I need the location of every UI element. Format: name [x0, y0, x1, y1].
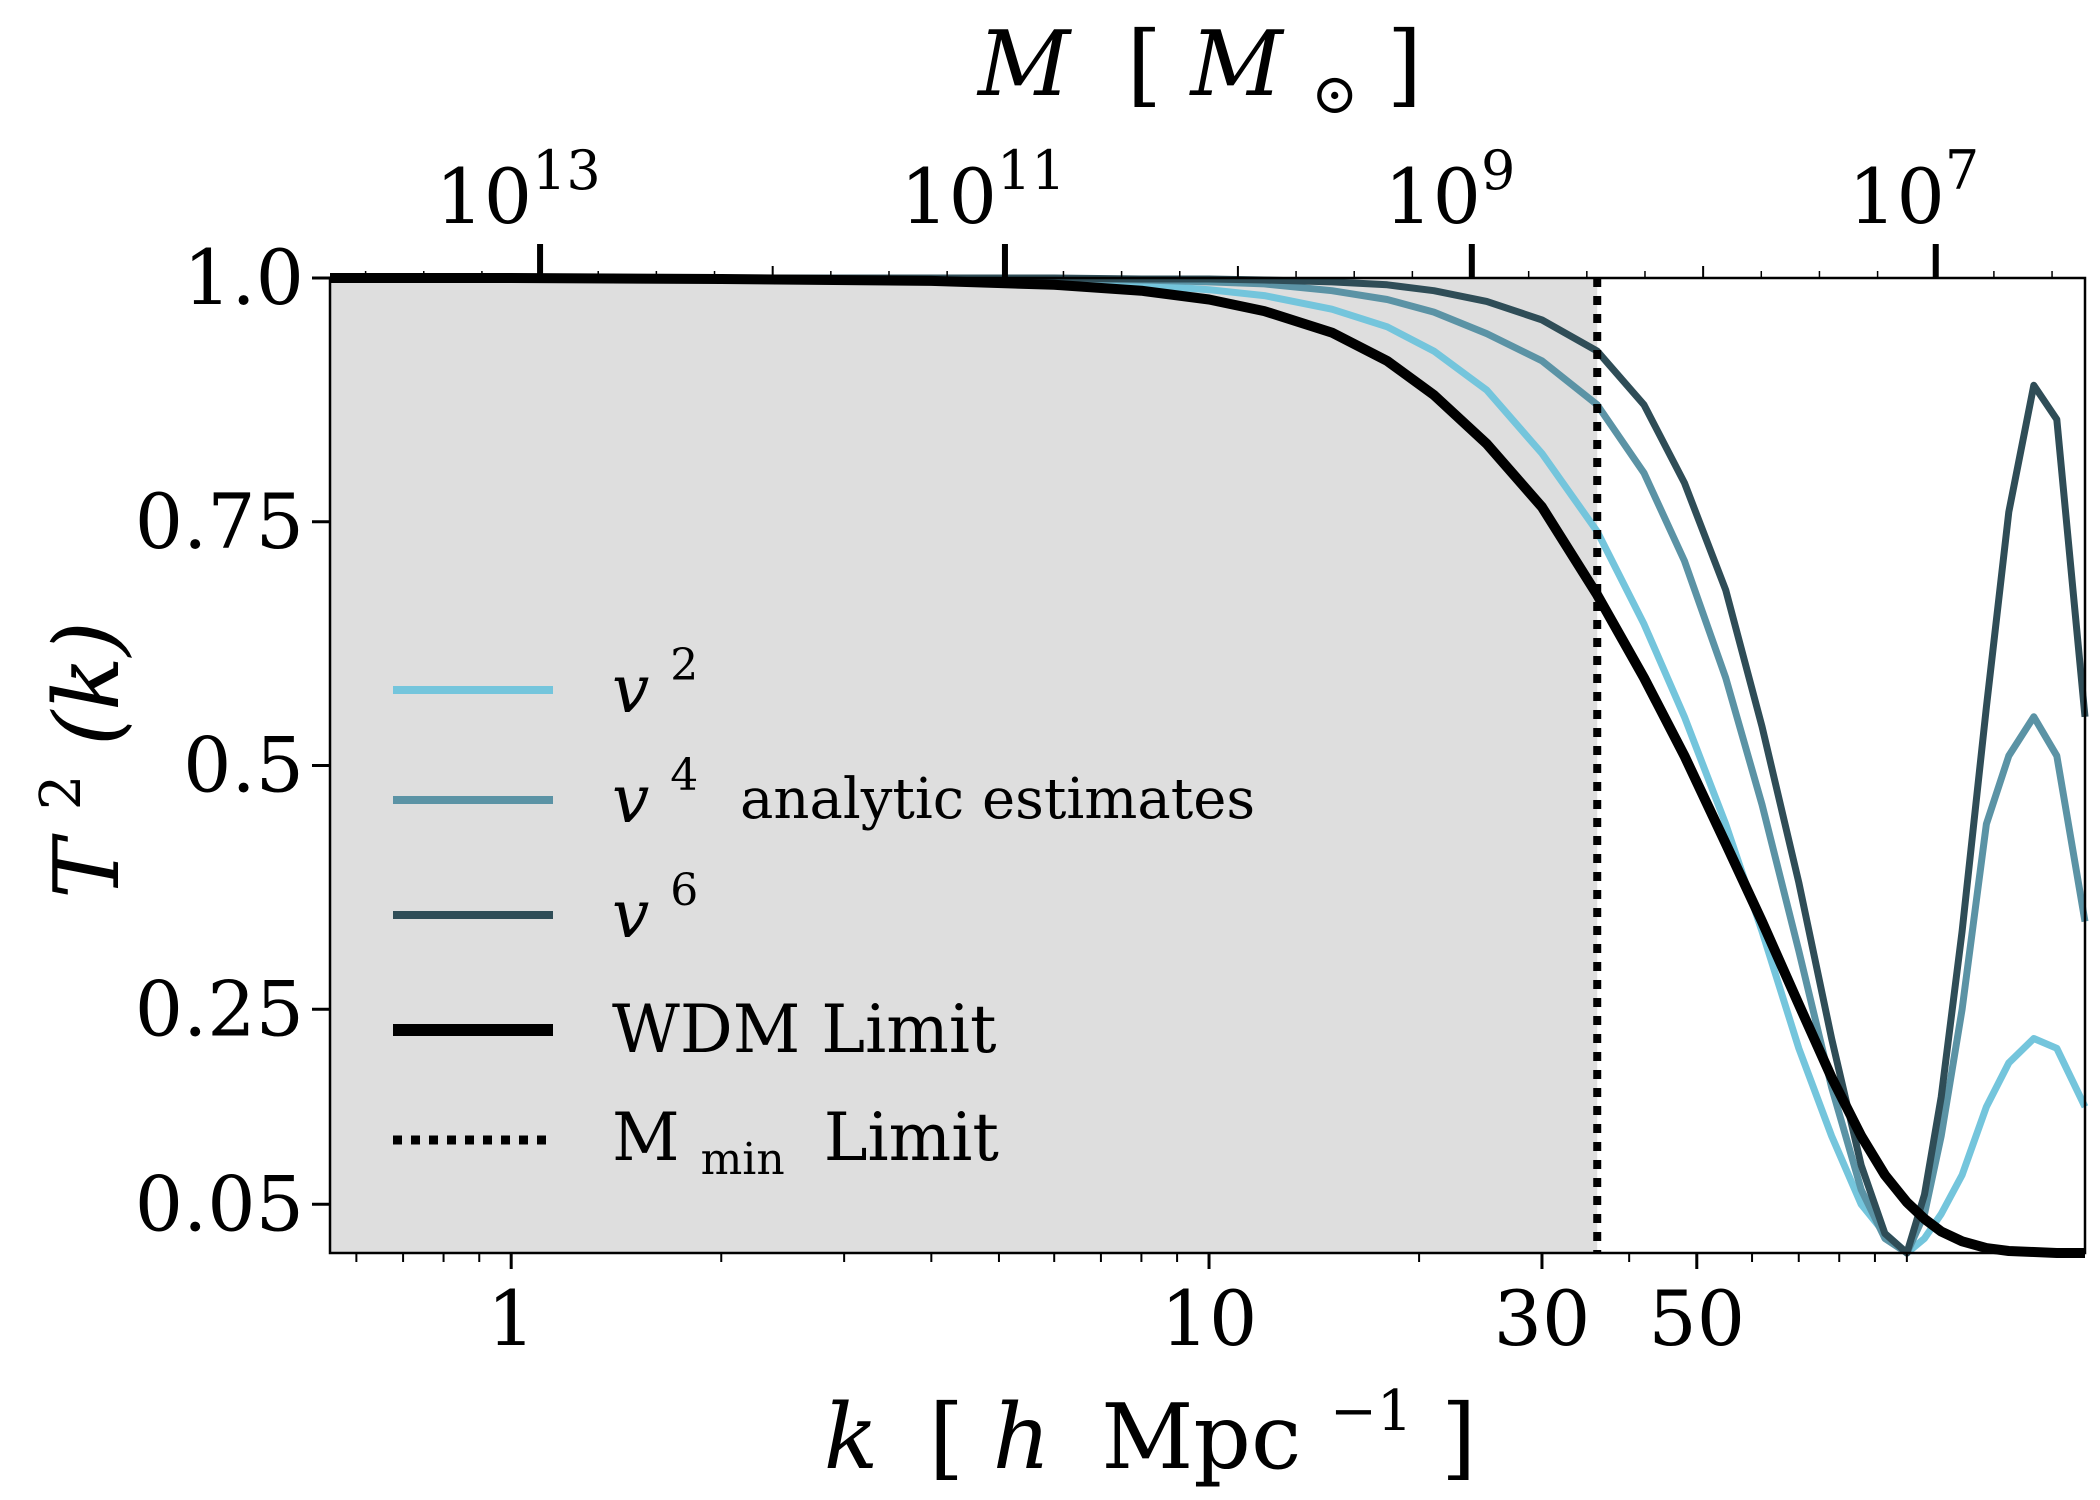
x-tick-label: 30 — [1494, 1274, 1591, 1363]
top-axis-title-sub: ⊙ — [1311, 62, 1358, 127]
y-axis-title-arg: (k) — [35, 621, 140, 746]
legend-label-mmin: M min Limit — [612, 1099, 999, 1190]
legend-label-v2-base: v — [612, 651, 649, 728]
x-axis-title-unit: Mpc — [1101, 1385, 1301, 1490]
x-axis-title-var: k — [824, 1385, 879, 1490]
top-axis-title-var: M — [976, 12, 1072, 117]
series-line-wdm-limit — [330, 273, 2085, 1258]
legend-label-v4: v 4 — [612, 750, 698, 838]
y-axis-title-base: T — [35, 833, 140, 899]
legend-label-v4-sup: 4 — [670, 750, 698, 801]
legend-label-v2: v 2 — [612, 640, 698, 728]
legend-note: analytic estimates — [740, 767, 1255, 832]
series-layer — [330, 273, 2089, 1258]
y-tick-label: 1.0 — [183, 233, 304, 322]
x-axis-title-close: ] — [1441, 1385, 1476, 1490]
x-axis-title: k [ h Mpc −1 ] — [824, 1347, 1477, 1490]
top-axis-title: M [ M ⊙ ] — [976, 12, 1422, 135]
legend-label-v4-base: v — [612, 761, 649, 838]
legend-label-v6-sup: 6 — [670, 865, 698, 916]
legend: v 2 v 4 analytic estimates v 6 WDM Limit… — [393, 640, 1255, 1190]
y-tick-label: 0.75 — [135, 477, 304, 566]
legend-label-wdm: WDM Limit — [612, 991, 996, 1068]
top-axis-title-open: [ — [1127, 12, 1162, 117]
legend-label-mmin-base: M — [612, 1099, 680, 1176]
top-axis-title-close: ] — [1387, 12, 1422, 117]
series-line-v-2 — [330, 274, 2089, 1257]
y-axis-title-sup: 2 — [29, 775, 94, 811]
top-tick-label: 1013 — [435, 139, 600, 241]
top-tick-label: 1011 — [900, 139, 1065, 241]
x-axis-title-h: h — [993, 1385, 1051, 1490]
x-tick-label: 50 — [1648, 1274, 1745, 1363]
x-axis-title-sup: −1 — [1330, 1379, 1413, 1444]
tick-layer: 1.0 0.75 0.5 0.25 0.05 1 10 30 50 1013 1011 109 107 — [135, 139, 2053, 1363]
y-tick-label: 0.5 — [183, 721, 304, 810]
y-tick-label: 0.25 — [135, 964, 304, 1053]
shaded-region — [330, 278, 1598, 1253]
x-axis-title-open: [ — [929, 1385, 964, 1490]
legend-label-mmin-sub: min — [701, 1134, 785, 1185]
y-axis-title: T 2 (k) — [0, 621, 140, 899]
y-tick-label: 0.05 — [135, 1159, 304, 1248]
x-tick-label: 1 — [487, 1274, 535, 1363]
legend-label-v2-sup: 2 — [670, 640, 698, 691]
legend-label-mmin-rest: Limit — [824, 1099, 999, 1176]
top-tick-label: 107 — [1848, 139, 1979, 241]
x-tick-label: 10 — [1161, 1274, 1258, 1363]
top-axis-title-sym: M — [1189, 12, 1285, 117]
legend-label-v6-base: v — [612, 876, 649, 953]
legend-label-v6: v 6 — [612, 865, 698, 953]
top-tick-label: 109 — [1384, 139, 1515, 241]
